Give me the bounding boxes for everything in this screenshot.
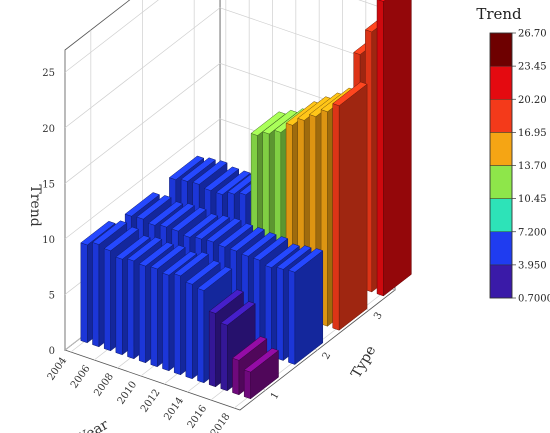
legend-level-label: 13.70 bbox=[518, 161, 547, 172]
y-axis-title: Type bbox=[348, 343, 379, 381]
bar-type-3-2018 bbox=[332, 81, 368, 331]
legend-swatch bbox=[489, 132, 513, 166]
legend-frame bbox=[489, 32, 513, 299]
z-tick-label: 0 bbox=[49, 346, 55, 357]
legend-swatch bbox=[489, 231, 513, 266]
x-axis-title: Year bbox=[75, 417, 111, 433]
x-tick-label: 2010 bbox=[116, 379, 140, 406]
legend-swatch bbox=[489, 32, 513, 67]
z-tick-label: 15 bbox=[42, 179, 55, 190]
z-tick-label: 25 bbox=[42, 68, 55, 79]
legend-level-label: 3.950 bbox=[518, 260, 547, 271]
legend-level-label: 26.70 bbox=[518, 29, 547, 40]
color-legend: Trend 0.7000 3.950 7.200 10.45 13.70 16.95 20.… bbox=[476, 5, 550, 305]
legend-swatch bbox=[489, 264, 513, 299]
y-tick-label: 2 bbox=[321, 350, 334, 361]
x-tick-label: 2012 bbox=[139, 387, 163, 414]
legend-level-label: 20.20 bbox=[518, 95, 547, 106]
legend-level-label: 16.95 bbox=[518, 128, 547, 139]
legend-swatch bbox=[489, 198, 513, 232]
z-axis-title: Trend bbox=[27, 184, 43, 226]
legend-swatch bbox=[489, 165, 513, 199]
legend-title: Trend bbox=[476, 5, 522, 23]
bars bbox=[80, 0, 412, 400]
x-tick-label: 2004 bbox=[46, 355, 70, 382]
legend-level-label: 23.45 bbox=[518, 62, 547, 73]
legend-level-label: 7.200 bbox=[518, 227, 547, 238]
bar-type-2-2018 bbox=[287, 248, 324, 366]
y-tick-label: 1 bbox=[269, 390, 282, 401]
legend-swatch bbox=[489, 65, 513, 100]
legend-level-label: 10.45 bbox=[518, 194, 547, 205]
bar-type-1-2018 bbox=[243, 348, 280, 400]
z-tick-label: 20 bbox=[42, 124, 55, 135]
x-tick-label: 2014 bbox=[162, 395, 186, 422]
legend-swatch bbox=[489, 99, 513, 133]
z-tick-label: 10 bbox=[42, 235, 55, 246]
y-tick-label: 3 bbox=[372, 310, 385, 321]
legend-level-label: 0.7000 bbox=[518, 294, 550, 305]
z-tick-label: 5 bbox=[49, 290, 55, 301]
x-tick-label: 2008 bbox=[92, 371, 116, 398]
x-tick-label: 2016 bbox=[186, 403, 210, 430]
x-tick-label: 2006 bbox=[69, 363, 93, 390]
x-tick-label: 2018 bbox=[209, 411, 233, 433]
bar-type-3-2018-back bbox=[376, 0, 412, 297]
